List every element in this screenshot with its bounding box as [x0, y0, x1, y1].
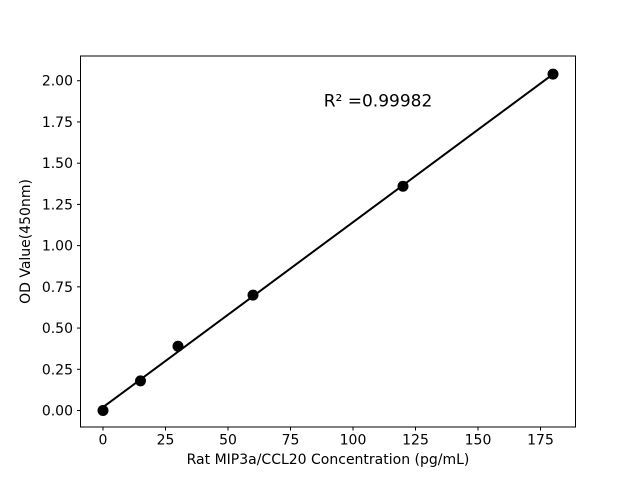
x-tick-label: 75	[282, 433, 300, 449]
y-tick-label: 1.75	[42, 115, 73, 131]
y-tick-label: 1.25	[42, 197, 73, 213]
y-tick-label: 1.50	[42, 156, 73, 172]
x-axis-label: Rat MIP3a/CCL20 Concentration (pg/mL)	[187, 452, 470, 468]
y-tick-label: 0.50	[42, 321, 73, 337]
plot-area: 0 25 50 75 100 125 150 175 0.00 0.25 0.50 0.75 1.00 1…	[42, 55, 576, 449]
r-squared-annotation: R² =0.99982	[324, 92, 433, 112]
x-tick-label: 100	[340, 433, 367, 449]
data-point	[135, 375, 146, 387]
data-point	[97, 405, 109, 417]
x-tick-label: 125	[402, 433, 429, 449]
x-tick-label: 25	[157, 433, 175, 449]
x-tick-label: 175	[527, 433, 554, 449]
y-tick-label: 2.00	[42, 74, 73, 90]
y-tick-label: 0.00	[42, 404, 73, 420]
data-point	[397, 180, 409, 192]
y-tick-label: 0.75	[42, 280, 73, 296]
data-point	[172, 340, 184, 352]
x-tick-label: 0	[99, 433, 108, 449]
x-tick-label: 150	[465, 433, 492, 449]
y-axis-label: OD Value(450nm)	[18, 179, 34, 304]
x-tick-label: 50	[219, 433, 237, 449]
y-tick-label: 1.00	[42, 239, 73, 255]
data-point	[247, 289, 259, 301]
y-tick-label: 0.25	[42, 362, 73, 378]
data-point	[547, 68, 559, 80]
